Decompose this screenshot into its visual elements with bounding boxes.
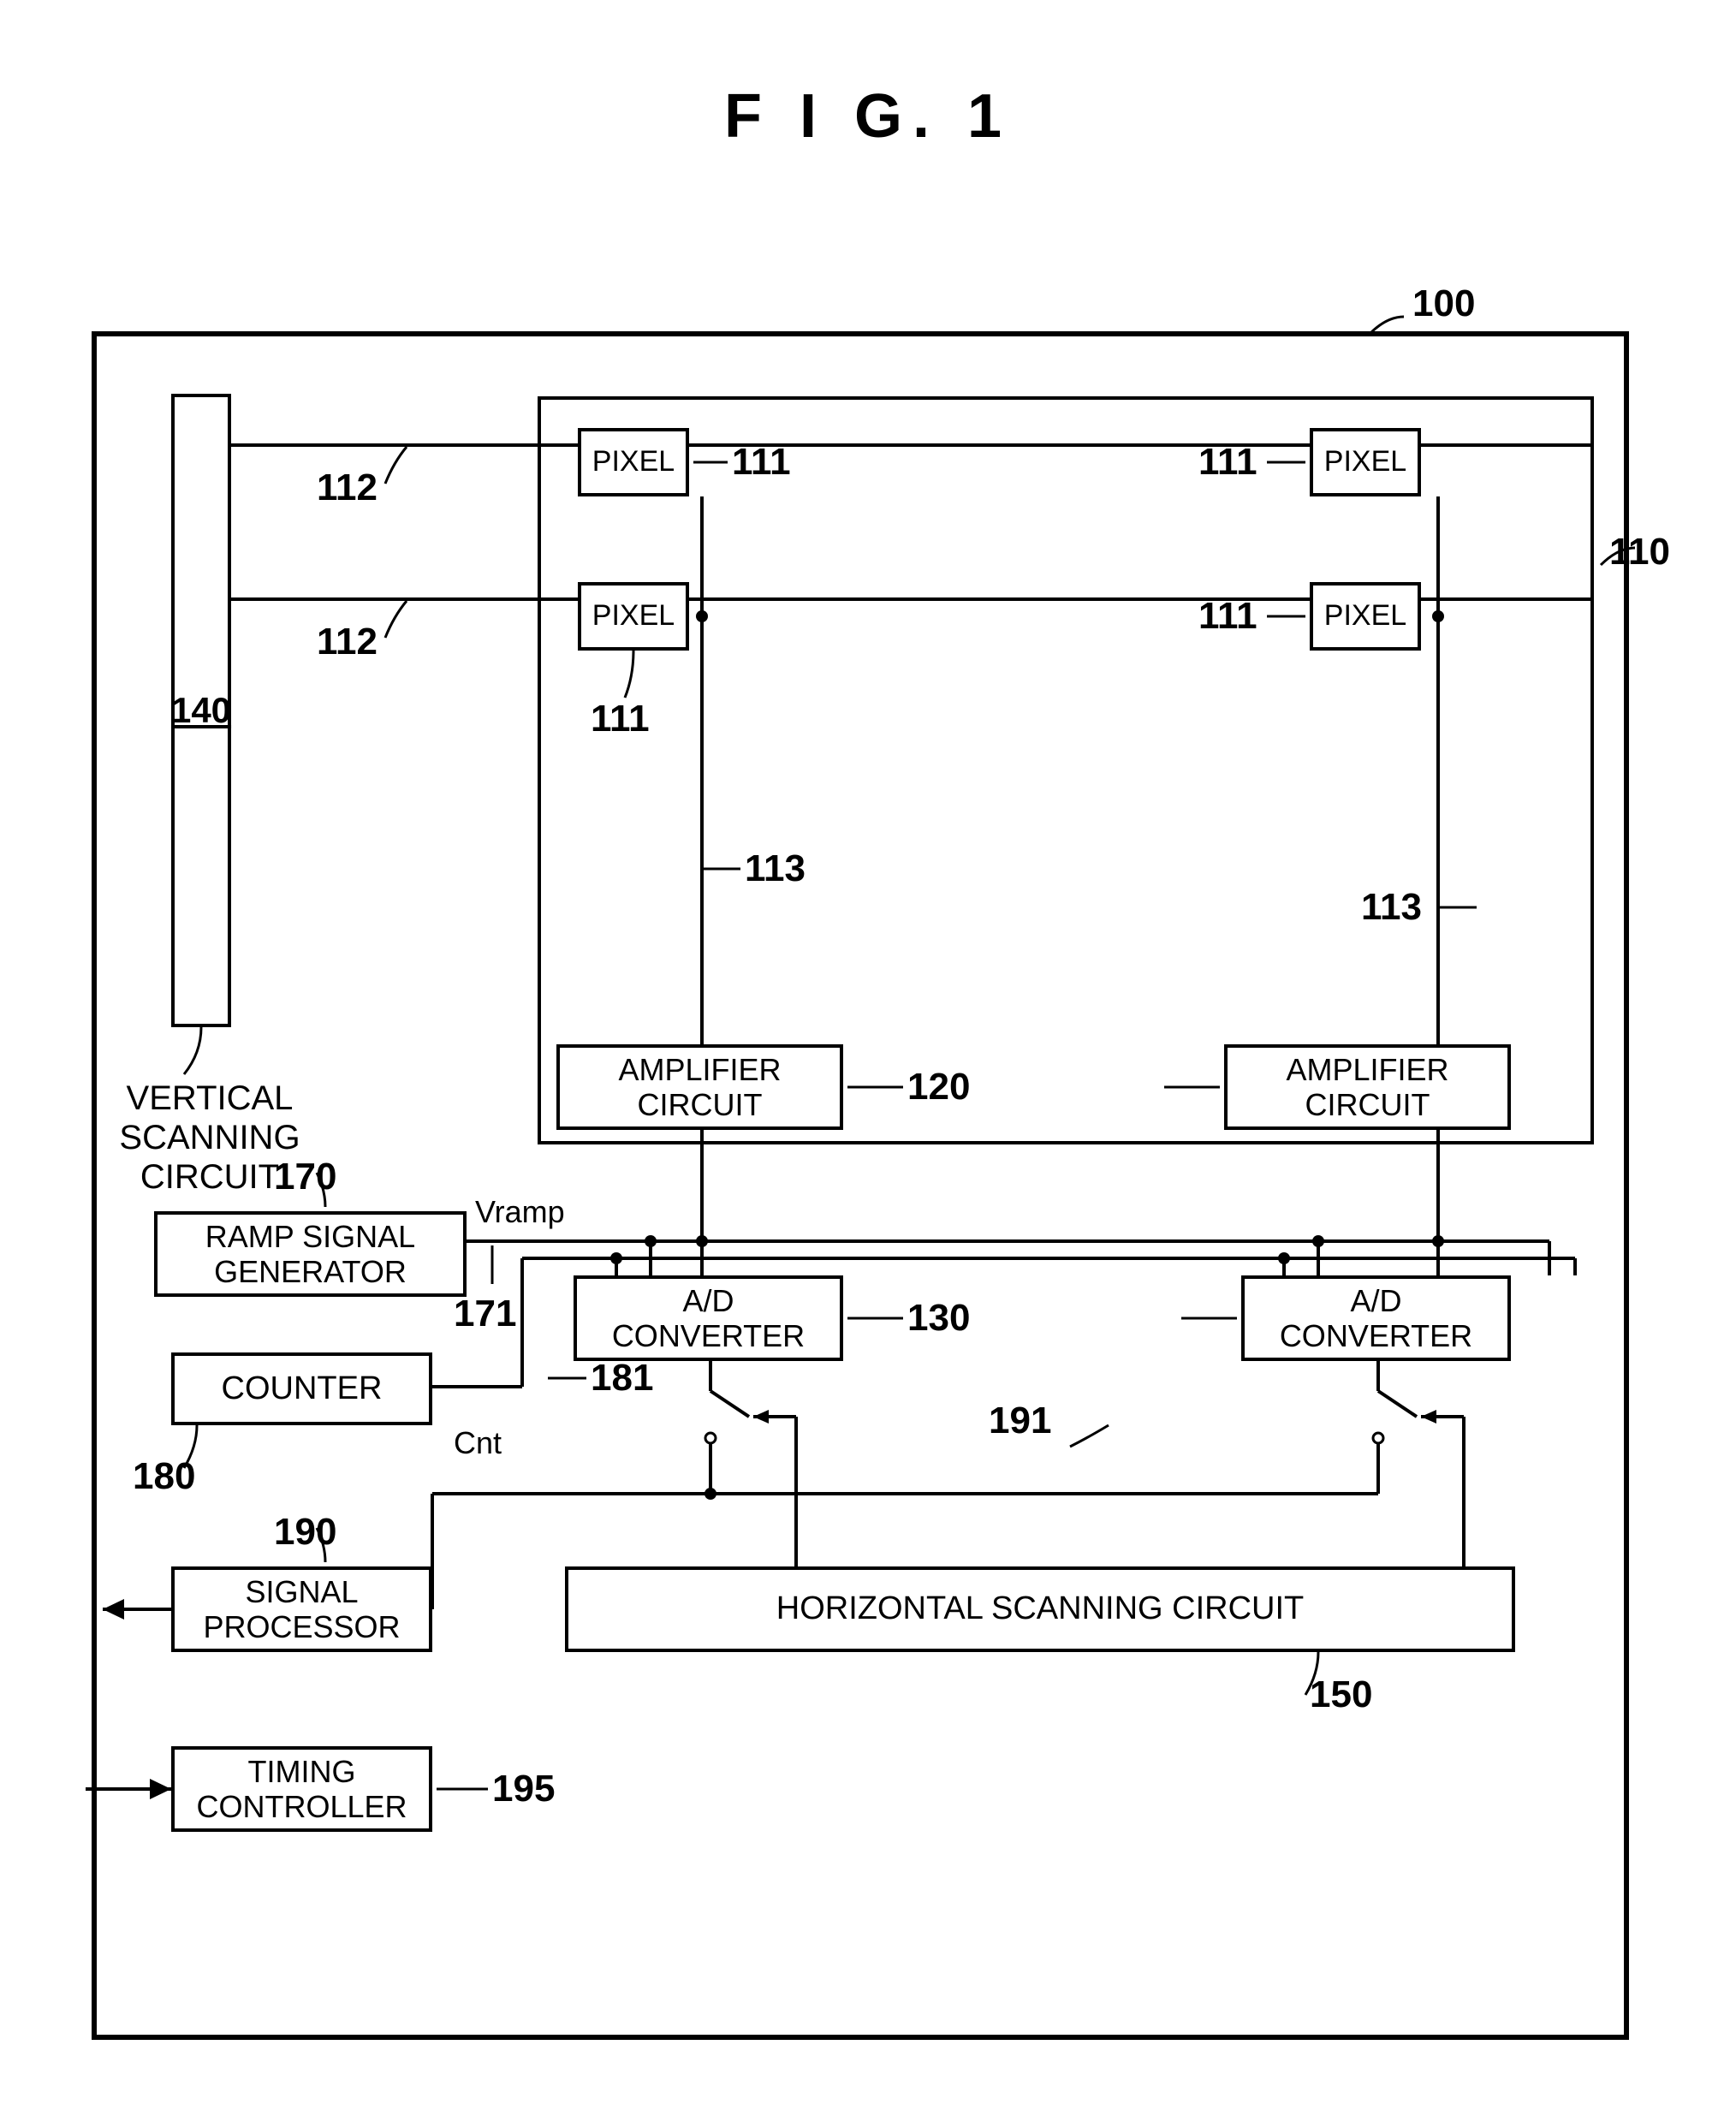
ref-111-tr: 111: [1198, 441, 1257, 484]
signal-vramp: Vramp: [475, 1194, 565, 1230]
ref-191: 191: [989, 1400, 1051, 1442]
horizontal-scanning-block: HORIZONTAL SCANNING CIRCUIT: [565, 1566, 1515, 1652]
ref-111-br: 111: [1198, 595, 1257, 638]
vertical-scanning-block: 140: [171, 394, 231, 1027]
ref-120: 120: [907, 1066, 970, 1109]
pixel-block-bl: PIXEL: [578, 582, 689, 651]
ref-181: 181: [591, 1357, 653, 1400]
ramp-generator-block: RAMP SIGNAL GENERATOR: [154, 1211, 467, 1297]
ref-171: 171: [454, 1293, 516, 1335]
timing-controller-block: TIMING CONTROLLER: [171, 1746, 432, 1832]
pixel-block-tr: PIXEL: [1310, 428, 1421, 496]
ref-180: 180: [133, 1455, 195, 1498]
ref-111-bl: 111: [591, 698, 650, 740]
signal-cnt: Cnt: [454, 1425, 502, 1461]
ref-113-r: 113: [1361, 886, 1422, 929]
ref-170: 170: [274, 1156, 336, 1198]
ref-113-l: 113: [745, 847, 806, 890]
ref-110: 110: [1609, 531, 1670, 574]
adc-block-left: A/D CONVERTER: [574, 1275, 843, 1361]
ref-190: 190: [274, 1511, 336, 1554]
ref-195: 195: [492, 1768, 555, 1810]
amplifier-block-left: AMPLIFIER CIRCUIT: [556, 1044, 843, 1130]
counter-block: COUNTER: [171, 1352, 432, 1425]
ref-112-b: 112: [317, 621, 378, 663]
amplifier-block-right: AMPLIFIER CIRCUIT: [1224, 1044, 1511, 1130]
ref-130: 130: [907, 1297, 970, 1340]
ref-112-a: 112: [317, 467, 378, 509]
adc-block-right: A/D CONVERTER: [1241, 1275, 1511, 1361]
figure-title: F I G. 1: [0, 81, 1736, 152]
signal-processor-block: SIGNAL PROCESSOR: [171, 1566, 432, 1652]
ref-140: 140: [171, 690, 231, 731]
ref-100: 100: [1412, 282, 1475, 325]
ref-150: 150: [1310, 1673, 1372, 1716]
pixel-block-tl: PIXEL: [578, 428, 689, 496]
ref-111-tl: 111: [732, 441, 791, 484]
pixel-block-br: PIXEL: [1310, 582, 1421, 651]
